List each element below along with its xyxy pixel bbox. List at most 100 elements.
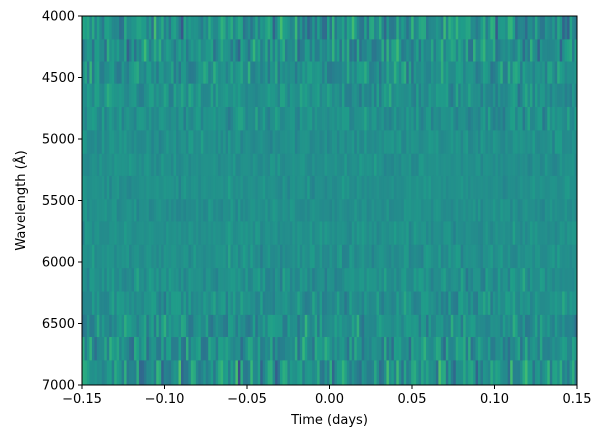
heatmap-cell xyxy=(235,107,239,131)
heatmap-cell xyxy=(562,130,566,155)
heatmap-cell xyxy=(490,175,494,200)
heatmap-cell xyxy=(109,175,113,200)
heatmap-cell xyxy=(247,244,251,269)
heatmap-cell xyxy=(106,221,110,246)
heatmap-cell xyxy=(215,221,219,246)
heatmap-cell xyxy=(94,107,98,131)
y-tick-label: 7000 xyxy=(42,379,75,394)
heatmap-cell xyxy=(146,130,150,155)
heatmap-cell xyxy=(331,337,335,361)
heatmap-cell xyxy=(369,199,372,222)
heatmap-cell xyxy=(505,221,509,246)
heatmap-cell xyxy=(468,199,471,222)
heatmap-cell xyxy=(247,360,251,386)
heatmap-cell xyxy=(131,360,135,386)
heatmap-cell xyxy=(86,221,90,246)
heatmap-cell xyxy=(562,153,566,177)
heatmap-cell xyxy=(270,268,273,292)
heatmap-cell xyxy=(371,130,375,155)
heatmap-cell xyxy=(440,314,444,338)
heatmap-cell xyxy=(280,199,283,222)
heatmap-cell xyxy=(307,175,311,200)
heatmap-cell xyxy=(396,360,400,386)
heatmap-cell xyxy=(324,244,328,269)
heatmap-cell xyxy=(487,268,491,292)
heatmap-cell xyxy=(440,61,444,85)
heatmap-cell xyxy=(356,39,360,62)
heatmap-cell xyxy=(319,314,323,338)
heatmap-cell xyxy=(440,39,444,62)
heatmap-cell xyxy=(505,175,509,200)
heatmap-cell xyxy=(284,244,288,269)
heatmap-cell xyxy=(319,130,323,155)
heatmap-cell xyxy=(487,199,491,222)
heatmap-cell xyxy=(312,199,316,222)
heatmap-cell xyxy=(292,291,296,316)
heatmap-cell xyxy=(232,153,236,177)
heatmap-cell xyxy=(275,268,278,292)
heatmap-cell xyxy=(255,61,259,85)
heatmap-cell xyxy=(138,153,142,177)
heatmap-cell xyxy=(282,337,286,361)
heatmap-cell xyxy=(111,39,115,62)
heatmap-cell xyxy=(319,291,323,316)
heatmap-cell xyxy=(453,130,457,155)
heatmap-cell xyxy=(344,153,348,177)
heatmap-cell xyxy=(485,153,489,177)
heatmap-cell xyxy=(502,244,506,269)
heatmap-cell xyxy=(225,268,229,292)
heatmap-cell xyxy=(124,268,127,292)
heatmap-cell xyxy=(339,244,343,269)
heatmap-cell xyxy=(190,83,194,108)
heatmap-cell xyxy=(369,244,372,269)
heatmap-cell xyxy=(468,360,471,386)
heatmap-cell xyxy=(166,337,170,361)
heatmap-cell xyxy=(240,153,244,177)
heatmap-cell xyxy=(480,314,484,338)
heatmap-cell xyxy=(445,153,449,177)
heatmap-cell xyxy=(242,360,246,386)
heatmap-cell xyxy=(331,291,335,316)
heatmap-cell xyxy=(376,199,380,222)
heatmap-cell xyxy=(230,175,234,200)
heatmap-cell xyxy=(247,16,251,40)
heatmap-cell xyxy=(517,337,521,361)
heatmap-cell xyxy=(421,221,424,246)
heatmap-cell xyxy=(393,268,397,292)
heatmap-cell xyxy=(158,83,162,108)
heatmap-cell xyxy=(542,360,546,386)
heatmap-cell xyxy=(168,314,172,338)
heatmap-cell xyxy=(552,130,556,155)
heatmap-cell xyxy=(319,268,323,292)
heatmap-cell xyxy=(403,244,407,269)
heatmap-cell xyxy=(349,199,353,222)
heatmap-cell xyxy=(379,175,382,200)
heatmap-cell xyxy=(89,199,93,222)
heatmap-cell xyxy=(183,199,187,222)
heatmap-cell xyxy=(453,153,457,177)
heatmap-cell xyxy=(146,314,150,338)
heatmap-cell xyxy=(260,360,264,386)
heatmap-cell xyxy=(428,130,432,155)
heatmap-cell xyxy=(408,107,412,131)
heatmap-cell xyxy=(299,337,303,361)
heatmap-cell xyxy=(270,16,273,40)
heatmap-cell xyxy=(327,61,330,85)
heatmap-cell xyxy=(341,153,345,177)
heatmap-cell xyxy=(208,314,212,338)
heatmap-cell xyxy=(329,244,333,269)
heatmap-cell xyxy=(203,39,207,62)
heatmap-cell xyxy=(567,83,570,108)
heatmap-cell xyxy=(361,83,365,108)
heatmap-cell xyxy=(163,175,167,200)
heatmap-cell xyxy=(101,360,105,386)
heatmap-cell xyxy=(562,244,566,269)
heatmap-cell xyxy=(341,107,345,131)
y-axis-label: Wavelength (Å) xyxy=(13,150,29,250)
heatmap-cell xyxy=(181,244,184,269)
heatmap-cell xyxy=(430,221,434,246)
heatmap-cell xyxy=(557,39,561,62)
heatmap-cell xyxy=(371,39,375,62)
heatmap-cell xyxy=(309,221,313,246)
heatmap-cell xyxy=(418,268,422,292)
